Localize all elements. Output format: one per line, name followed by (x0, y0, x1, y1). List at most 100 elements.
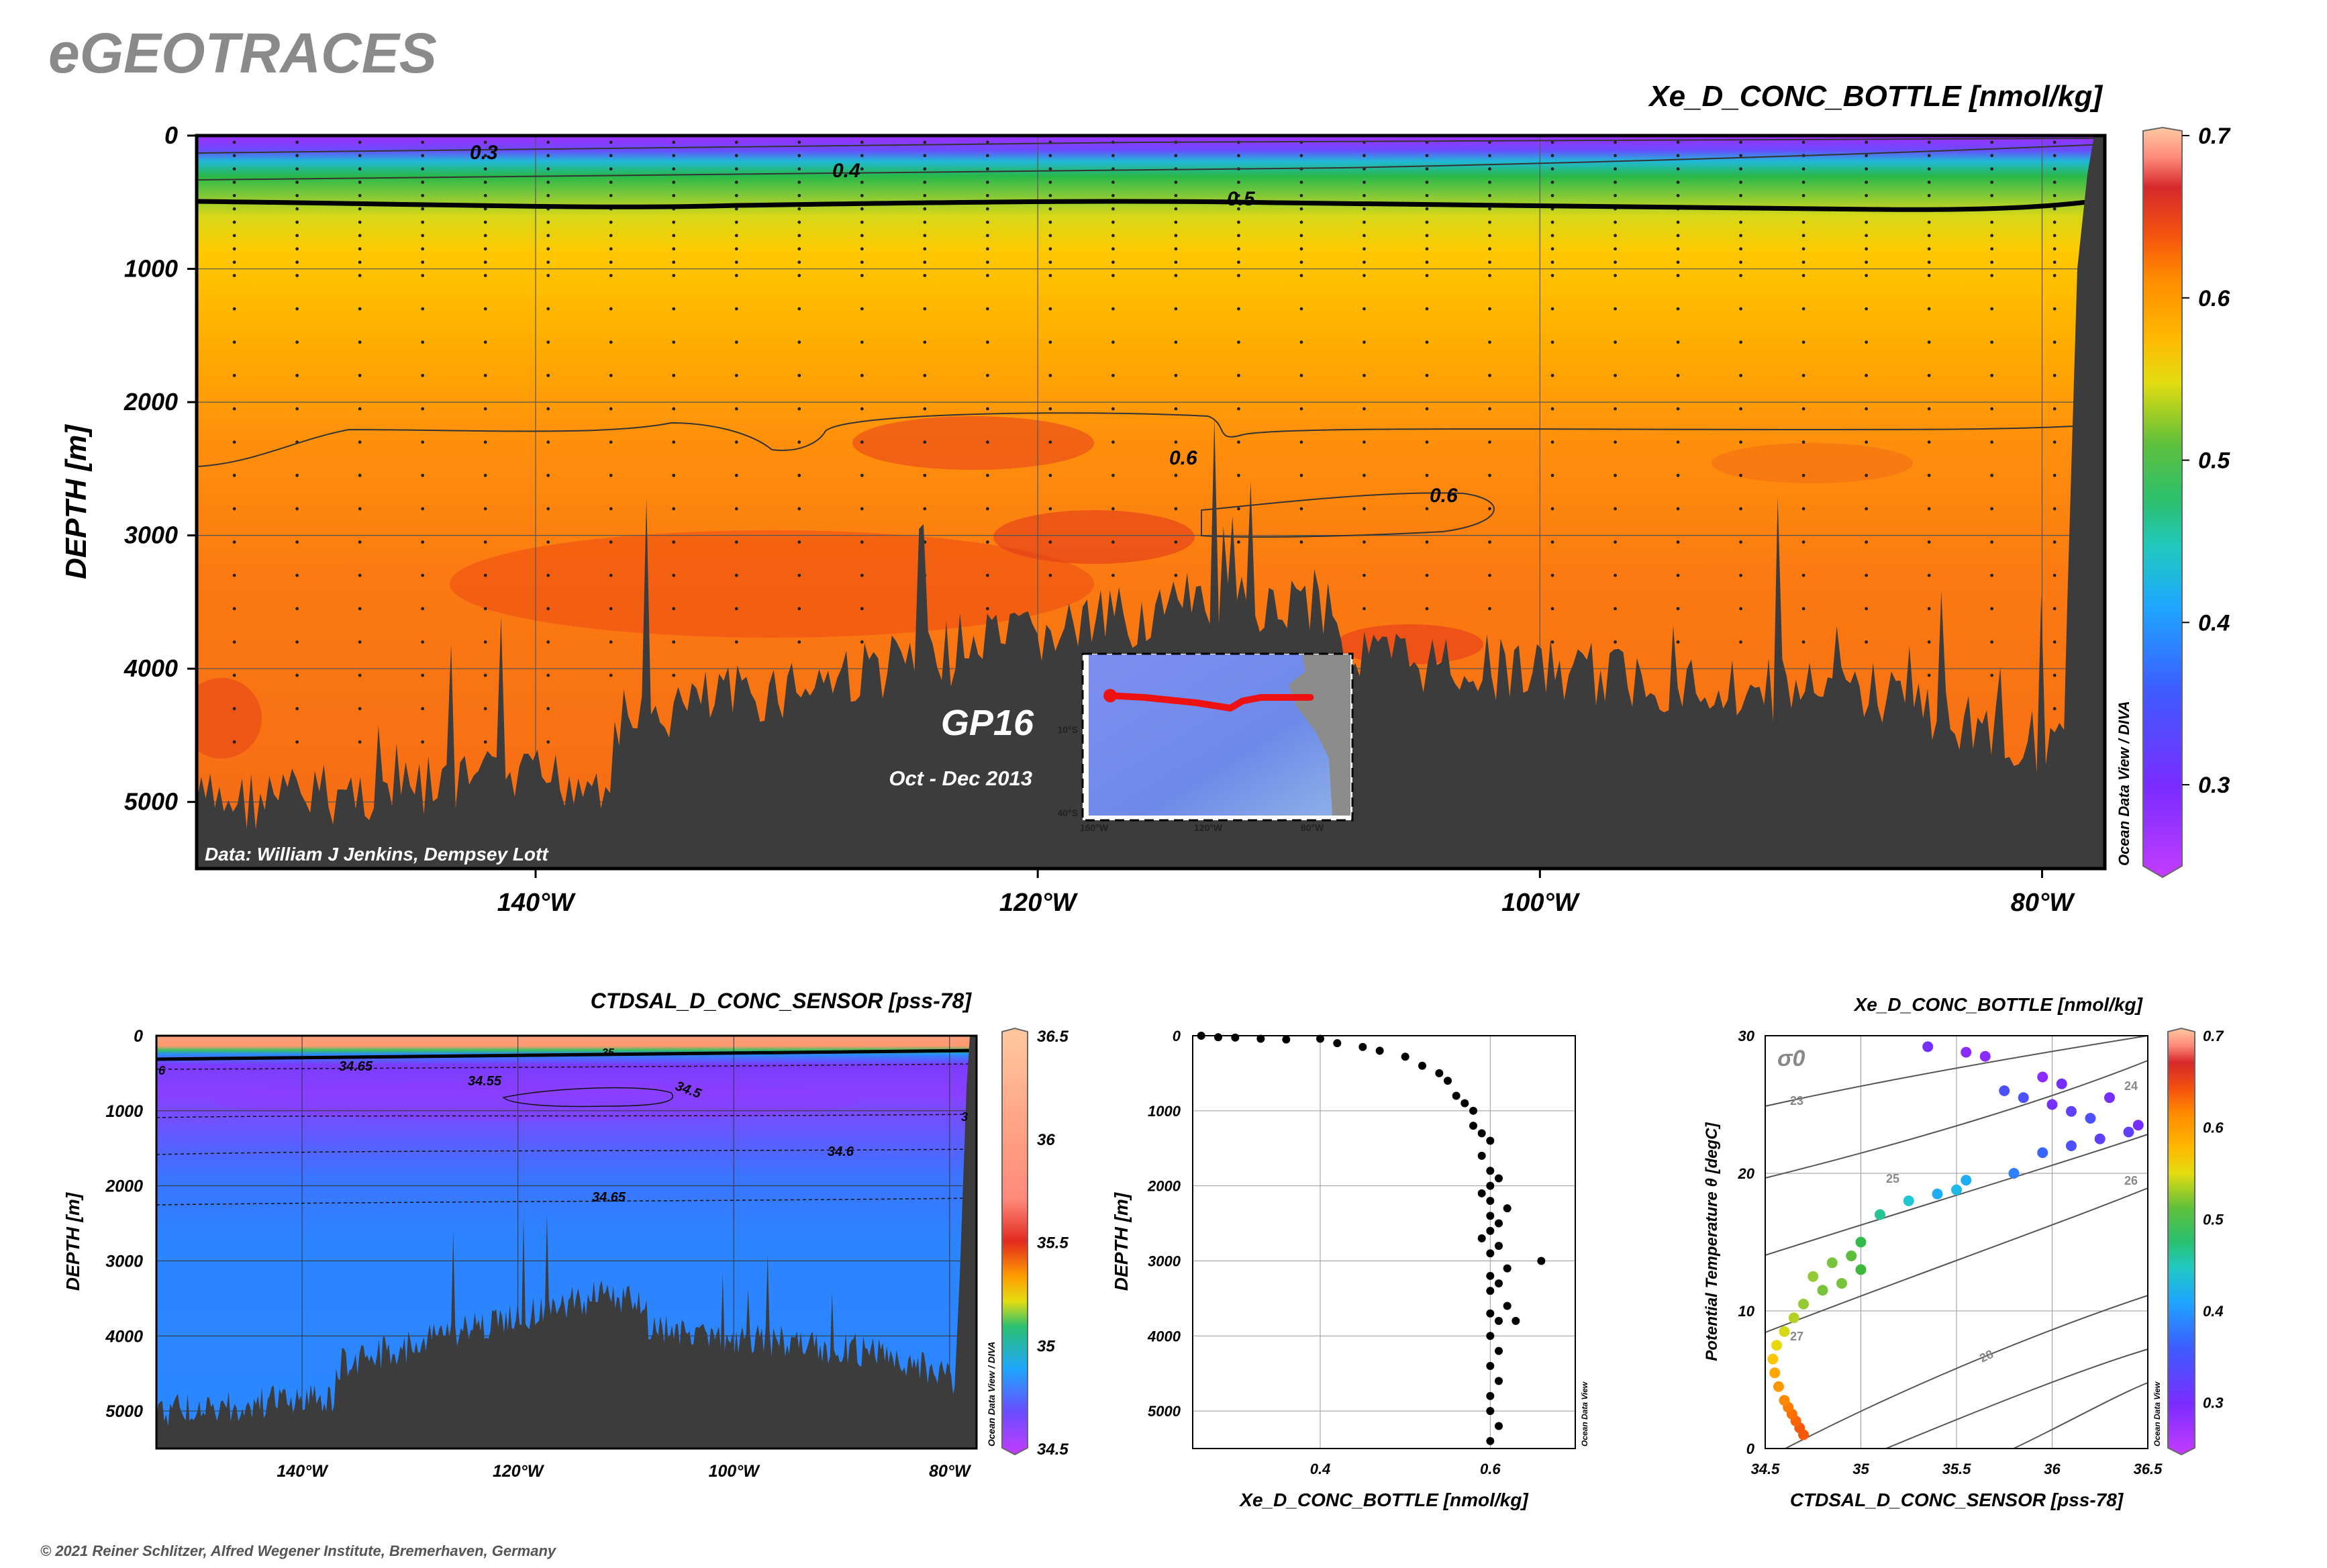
profile-point (1477, 1189, 1486, 1197)
ts-point (2085, 1113, 2096, 1124)
sample-dot (421, 207, 425, 211)
sample-dot (1299, 340, 1303, 344)
sample-dot (985, 340, 989, 344)
sigma-isoline-25 (1765, 1134, 2148, 1256)
sample-dot (2052, 307, 2057, 311)
cruise-start-marker (1103, 689, 1118, 703)
sample-dot (1801, 607, 1805, 611)
sample-dot (797, 640, 801, 644)
sample-dot (232, 167, 236, 171)
sample-dot (1739, 440, 1742, 444)
profile-point (1477, 1129, 1486, 1138)
sample-dot (2052, 207, 2057, 211)
sample-dot (985, 440, 989, 444)
sample-dot (421, 340, 425, 344)
sample-dot (672, 154, 676, 158)
sample-dot (1425, 167, 1429, 171)
profile-point (1495, 1242, 1503, 1251)
sample-dot (1111, 260, 1115, 264)
sample-dot (609, 507, 613, 511)
sample-dot (358, 193, 362, 197)
sigma-isoline-26 (1765, 1187, 2148, 1333)
sample-dot (483, 540, 487, 544)
sample-dot (985, 473, 989, 477)
main-deep-patch (1712, 443, 1913, 483)
sample-dot (860, 220, 864, 224)
sample-dot (1488, 507, 1491, 511)
cruise-name: GP16 (941, 703, 1034, 743)
sample-dot (546, 340, 550, 344)
sample-dot (546, 247, 550, 251)
sample-dot (1990, 260, 1994, 264)
sample-dot (546, 373, 550, 377)
sample-dot (1865, 440, 1869, 444)
sample-dot (421, 193, 425, 197)
cruise-period: Oct - Dec 2013 (889, 767, 1032, 790)
sample-dot (609, 473, 613, 477)
sample-dot (797, 193, 801, 197)
sample-dot (1990, 140, 1994, 144)
sample-dot (1990, 507, 1994, 511)
sample-dot (1739, 640, 1742, 644)
main-deep-patch (197, 678, 262, 758)
sample-dot (1048, 220, 1052, 224)
ts-point (1798, 1298, 1809, 1310)
profile-point (1401, 1052, 1409, 1061)
sample-dot (1488, 440, 1491, 444)
sample-dot (734, 181, 738, 184)
sigma-label: 26 (2124, 1174, 2138, 1187)
sample-dot (1739, 507, 1742, 511)
sample-dot (1425, 607, 1429, 611)
sample-dot (546, 573, 550, 577)
sample-dot (1550, 507, 1554, 511)
salinity-contour-34-65 (156, 1063, 977, 1070)
sample-dot (1299, 260, 1303, 264)
sample-dot (1048, 440, 1052, 444)
sample-dot (483, 573, 487, 577)
sample-dot (672, 274, 676, 277)
sample-dot (1801, 260, 1805, 264)
sample-dot (1299, 473, 1303, 477)
sample-dot (923, 274, 927, 277)
sample-dot (1676, 140, 1680, 144)
sample-dot (672, 307, 676, 311)
sample-dot (860, 274, 864, 277)
sample-dot (1111, 307, 1115, 311)
sample-dot (1739, 473, 1742, 477)
sample-dot (1363, 407, 1366, 411)
profile-point (1486, 1181, 1495, 1190)
sample-dot (1299, 540, 1303, 544)
sample-dot (1739, 373, 1742, 377)
y-tick-label: 1000 (124, 255, 178, 283)
sample-dot (1237, 440, 1240, 444)
x-tick-label: 100°W (1501, 889, 1581, 917)
y-tick-label: 2000 (1147, 1178, 1181, 1195)
sample-dot (1550, 181, 1554, 184)
y-tick-label: 2000 (105, 1177, 143, 1196)
sample-dot (1865, 181, 1869, 184)
profile-point (1486, 1226, 1495, 1235)
sample-dot (1174, 373, 1178, 377)
sample-dot (1990, 673, 1994, 677)
main-colorbar (2142, 126, 2183, 879)
sample-dot (1739, 193, 1742, 197)
sample-dot (797, 207, 801, 211)
salinity-section-plot: CTDSAL_D_CONC_SENSOR [pss-78] 0 1000 2000 3… (62, 989, 1069, 1481)
ts-density-isolines (1765, 1035, 2148, 1449)
sample-dot (609, 407, 613, 411)
contour-0-4 (197, 144, 2105, 181)
main-coast (2061, 136, 2105, 869)
profile-point (1486, 1167, 1495, 1175)
sample-dot (1865, 140, 1869, 144)
sample-dot (483, 440, 487, 444)
sample-dot (1237, 473, 1240, 477)
sample-dot (1488, 573, 1491, 577)
sample-dot (1676, 181, 1680, 184)
ts-diagram-plot: Xe_D_CONC_BOTTLE [nmol/kg] σ0 23 24 25 2… (1703, 994, 2224, 1510)
inset-lon-label: 160°W (1080, 822, 1109, 833)
sample-dot (358, 260, 362, 264)
sample-dot (232, 607, 236, 611)
sample-dot (672, 220, 676, 224)
sample-dot (1488, 154, 1491, 158)
sample-dot (672, 260, 676, 264)
